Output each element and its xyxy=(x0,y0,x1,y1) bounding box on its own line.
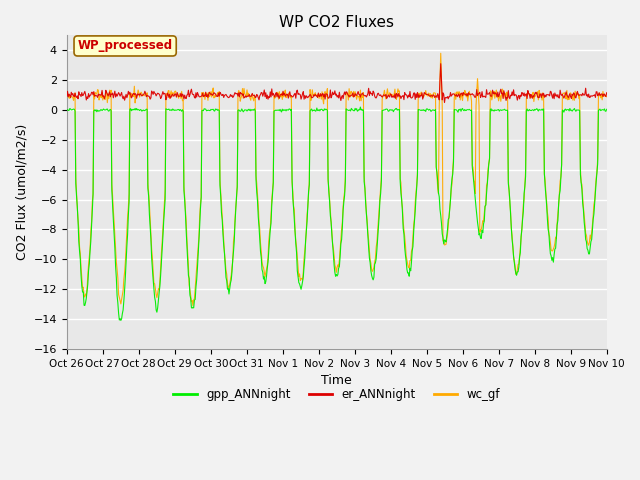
Text: WP_processed: WP_processed xyxy=(77,39,173,52)
Y-axis label: CO2 Flux (umol/m2/s): CO2 Flux (umol/m2/s) xyxy=(15,124,28,260)
Legend: gpp_ANNnight, er_ANNnight, wc_gf: gpp_ANNnight, er_ANNnight, wc_gf xyxy=(168,384,505,406)
Title: WP CO2 Fluxes: WP CO2 Fluxes xyxy=(279,15,394,30)
X-axis label: Time: Time xyxy=(321,374,352,387)
